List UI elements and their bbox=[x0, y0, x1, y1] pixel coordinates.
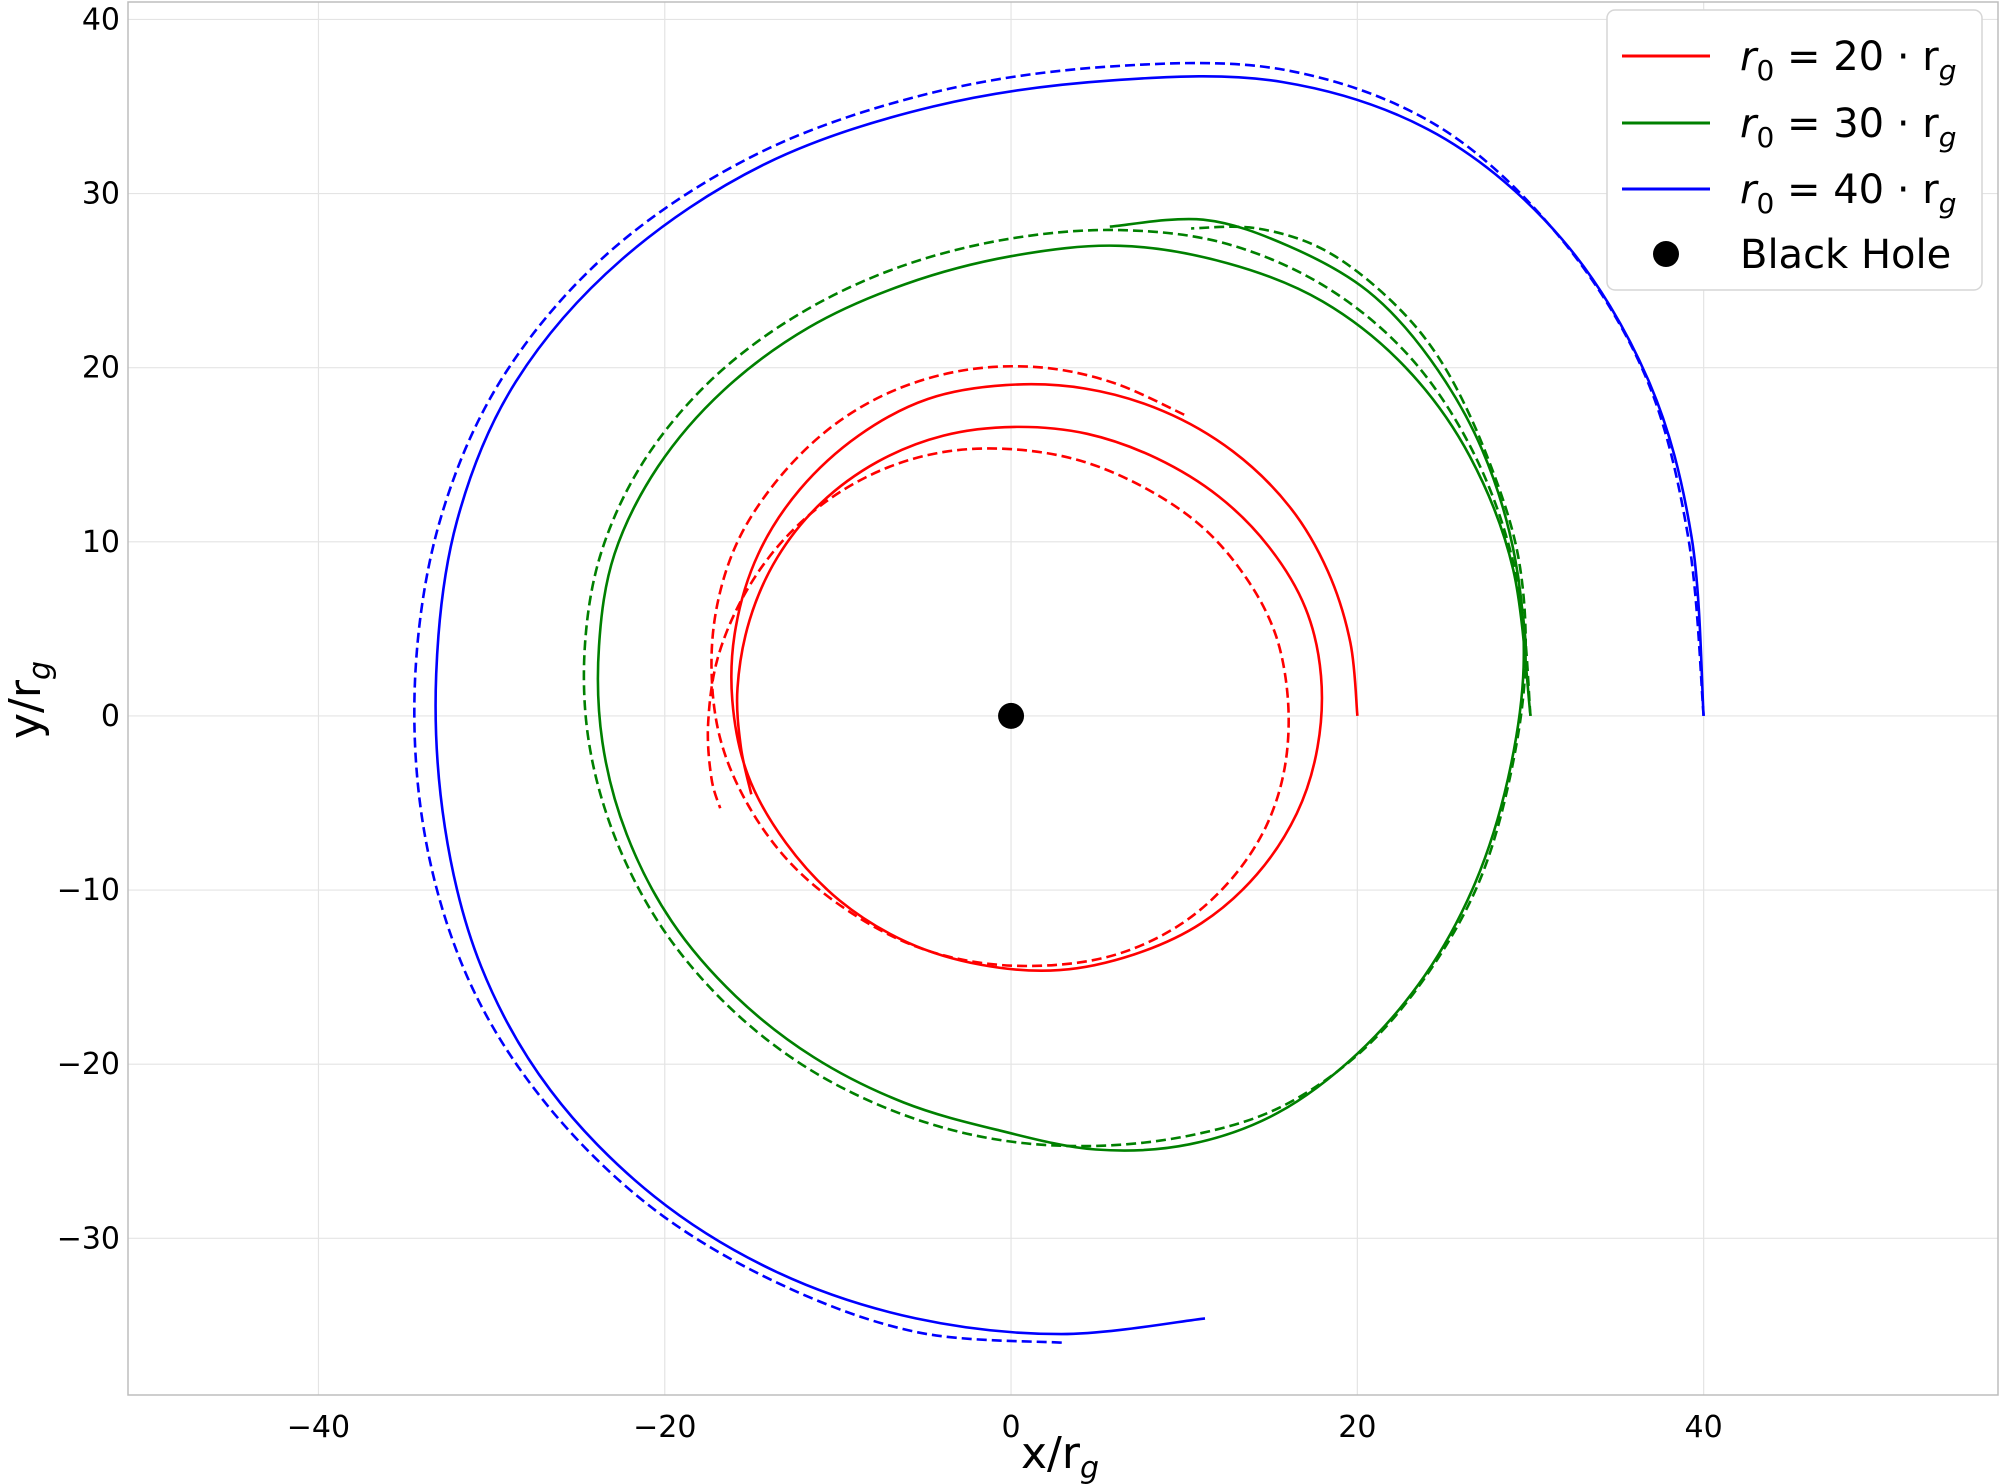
legend-label-1: r0 = 30 · rg bbox=[1740, 101, 1957, 154]
plot-frame bbox=[127, 1, 1999, 1396]
y-tick-label: −20 bbox=[57, 1047, 120, 1082]
legend-label-0: r0 = 20 · rg bbox=[1740, 34, 1957, 87]
series-layer bbox=[413, 61, 1705, 1345]
x-axis-label: x/rg bbox=[1021, 1428, 1099, 1484]
y-tick-label: −10 bbox=[57, 873, 120, 908]
series-line-0-solid bbox=[730, 382, 1359, 973]
legend: r0 = 20 · rg r0 = 30 · rg r0 = 40 · rg Blac… bbox=[1606, 9, 1983, 291]
x-tick-label: −20 bbox=[633, 1410, 696, 1445]
y-tick-label: 20 bbox=[82, 351, 120, 386]
legend-swatch-black-hole bbox=[1653, 241, 1679, 267]
legend-label-2: r0 = 40 · rg bbox=[1740, 167, 1957, 220]
tick-labels: −40 −20 0 20 40 −30 −20 −10 0 10 20 30 40 bbox=[57, 2, 1723, 1445]
x-tick-label: 0 bbox=[1002, 1410, 1021, 1445]
y-axis-label: y/rg bbox=[0, 661, 58, 739]
y-tick-label: 0 bbox=[101, 699, 120, 734]
series-line-4-solid bbox=[434, 75, 1705, 1336]
series-line-2-solid bbox=[596, 217, 1532, 1152]
y-tick-label: 40 bbox=[82, 2, 120, 37]
x-tick-label: −40 bbox=[287, 1410, 350, 1445]
y-tick-label: 10 bbox=[82, 525, 120, 560]
y-tick-label: −30 bbox=[57, 1221, 120, 1256]
y-tick-label: 30 bbox=[82, 177, 120, 212]
x-tick-label: 40 bbox=[1685, 1410, 1723, 1445]
black-hole-marker bbox=[998, 702, 1025, 729]
legend-box bbox=[1606, 9, 1983, 291]
series-line-5-dashed bbox=[413, 61, 1705, 1345]
legend-label-black-hole: Black Hole bbox=[1740, 232, 1951, 278]
series-line-3-dashed bbox=[582, 225, 1532, 1148]
x-tick-label: 20 bbox=[1338, 1410, 1376, 1445]
series-line-1-dashed bbox=[706, 364, 1290, 968]
